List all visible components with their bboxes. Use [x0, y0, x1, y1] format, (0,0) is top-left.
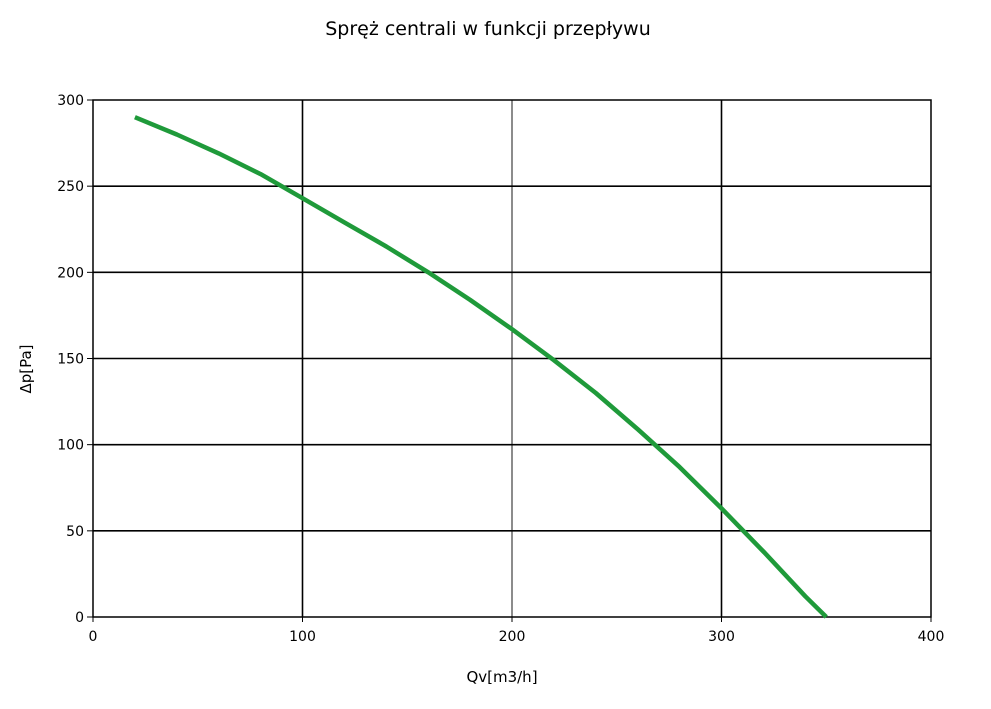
chart-title: Spręż centrali w funkcji przepływu — [325, 18, 651, 40]
x-tick-label: 100 — [289, 629, 316, 645]
series-line — [134, 115, 828, 619]
series-layer — [134, 115, 828, 619]
y-tick-label: 100 — [57, 438, 84, 454]
x-axis-label: Qv[m3/h] — [466, 668, 537, 686]
y-tick-label: 300 — [57, 93, 84, 109]
y-tick-label: 50 — [66, 524, 84, 540]
y-axis-label: Δp[Pa] — [17, 344, 35, 393]
y-axis-ticks: 0 50 100 150 200 250 300 — [57, 93, 93, 626]
y-tick-label: 150 — [57, 352, 84, 368]
y-tick-label: 250 — [57, 179, 84, 195]
x-tick-label: 0 — [89, 629, 98, 645]
y-tick-label: 200 — [57, 265, 84, 281]
x-tick-label: 400 — [918, 629, 945, 645]
x-axis-ticks: 0 100 200 300 400 — [89, 617, 945, 645]
grid — [93, 100, 931, 617]
y-tick-label: 0 — [75, 610, 84, 626]
x-tick-label: 200 — [499, 629, 526, 645]
x-tick-label: 300 — [708, 629, 735, 645]
